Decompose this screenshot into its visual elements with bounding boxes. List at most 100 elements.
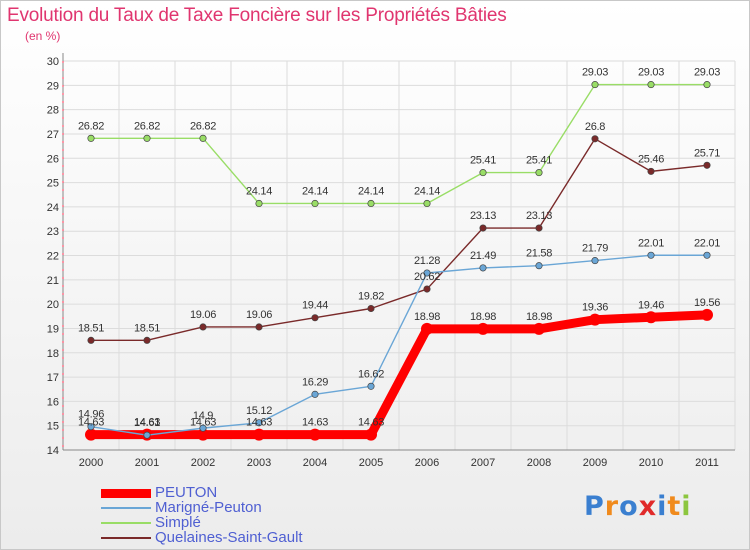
data-label: 19.44 — [302, 300, 328, 312]
data-label: 26.8 — [585, 121, 605, 133]
legend-item-marigne-peuton: Marigné-Peuton — [101, 499, 341, 516]
legend-label: Simplé — [155, 514, 201, 531]
data-point — [367, 382, 375, 390]
x-tick-label: 2000 — [79, 457, 103, 469]
data-label: 14.63 — [78, 417, 104, 429]
data-label: 24.14 — [358, 185, 384, 197]
data-point — [703, 251, 711, 259]
legend-swatch — [101, 489, 151, 498]
data-label: 19.36 — [582, 302, 608, 314]
data-point — [367, 199, 375, 208]
x-tick-label: 2010 — [639, 457, 663, 469]
x-tick-label: 2007 — [471, 457, 495, 469]
data-label: 14.63 — [358, 417, 384, 429]
data-point — [423, 285, 431, 293]
data-point — [143, 134, 151, 142]
data-point — [255, 419, 263, 427]
y-tick-label: 23 — [47, 226, 59, 238]
legend-label: Quelaines-Saint-Gault — [155, 529, 303, 546]
data-label: 21.58 — [526, 248, 552, 260]
x-tick-label: 2008 — [527, 457, 551, 469]
data-label: 15.12 — [246, 405, 272, 417]
data-label: 23.13 — [526, 210, 552, 222]
data-point — [535, 262, 543, 270]
series-line — [90, 83, 708, 205]
data-label: 21.49 — [470, 250, 496, 262]
data-label: 25.46 — [638, 153, 664, 165]
data-point — [199, 134, 207, 142]
data-label: 14.63 — [134, 417, 160, 429]
chart-title: Evolution du Taux de Taxe Foncière sur l… — [7, 5, 507, 26]
data-label: 22.01 — [694, 237, 720, 249]
legend-swatch — [101, 537, 151, 539]
data-point — [311, 314, 319, 322]
data-point — [591, 135, 599, 143]
legend-swatch — [101, 507, 151, 509]
data-label: 25.71 — [694, 147, 720, 159]
data-point — [143, 431, 151, 439]
logo-letter: r — [604, 491, 620, 522]
data-label: 14.61 — [134, 417, 160, 429]
data-point — [85, 428, 97, 441]
series-line — [86, 310, 712, 440]
data-label: 14.9 — [193, 410, 213, 422]
data-point — [533, 322, 545, 335]
data-point — [87, 423, 95, 431]
data-point — [87, 336, 95, 344]
x-tick-label: 2009 — [583, 457, 607, 469]
data-point — [423, 199, 431, 208]
data-label: 14.63 — [190, 417, 216, 429]
data-label: 19.06 — [190, 309, 216, 321]
data-label: 18.51 — [78, 322, 104, 334]
data-label: 25.41 — [470, 155, 496, 167]
data-label: 29.03 — [694, 67, 720, 79]
logo-letter: i — [657, 491, 668, 522]
data-point — [255, 199, 263, 208]
y-tick-label: 28 — [47, 105, 59, 117]
data-label: 18.98 — [414, 311, 440, 323]
y-tick-label: 16 — [47, 396, 59, 408]
series-line — [90, 254, 708, 436]
x-tick-label: 2004 — [303, 457, 327, 469]
data-label: 14.96 — [78, 409, 104, 421]
y-tick-label: 26 — [47, 153, 59, 165]
data-point — [535, 224, 543, 232]
data-label: 20.62 — [414, 271, 440, 283]
data-point — [367, 304, 375, 313]
data-point — [701, 308, 713, 321]
data-point — [255, 323, 263, 331]
x-tick-label: 2005 — [359, 457, 383, 469]
y-tick-label: 22 — [47, 251, 59, 263]
data-point — [647, 251, 655, 259]
data-label: 21.28 — [414, 255, 440, 267]
logo-letter: o — [619, 491, 639, 522]
data-label: 29.03 — [638, 67, 664, 79]
y-tick-label: 20 — [47, 299, 59, 311]
data-point — [199, 424, 207, 432]
data-point — [365, 428, 377, 441]
x-tick-label: 2011 — [695, 457, 719, 469]
y-tick-label: 30 — [47, 56, 59, 68]
data-label: 26.82 — [190, 120, 216, 132]
data-label: 25.41 — [526, 155, 552, 167]
logo-letter: i — [681, 491, 692, 522]
data-label: 22.01 — [638, 237, 664, 249]
logo-letter: x — [638, 491, 658, 522]
data-label: 19.56 — [694, 297, 720, 309]
data-label: 26.82 — [134, 120, 160, 132]
data-label: 14.63 — [302, 417, 328, 429]
y-tick-label: 25 — [47, 178, 59, 190]
data-label: 23.13 — [470, 210, 496, 222]
y-tick-label: 19 — [47, 323, 59, 335]
data-point — [143, 336, 151, 344]
data-point — [197, 428, 209, 441]
data-point — [647, 167, 655, 175]
logo-letter: t — [667, 491, 682, 522]
data-point — [479, 169, 487, 177]
data-label: 24.14 — [302, 185, 328, 197]
x-tick-label: 2006 — [415, 457, 439, 469]
data-point — [253, 428, 265, 441]
y-tick-label: 17 — [47, 372, 59, 384]
legend-label: Marigné-Peuton — [155, 499, 262, 516]
